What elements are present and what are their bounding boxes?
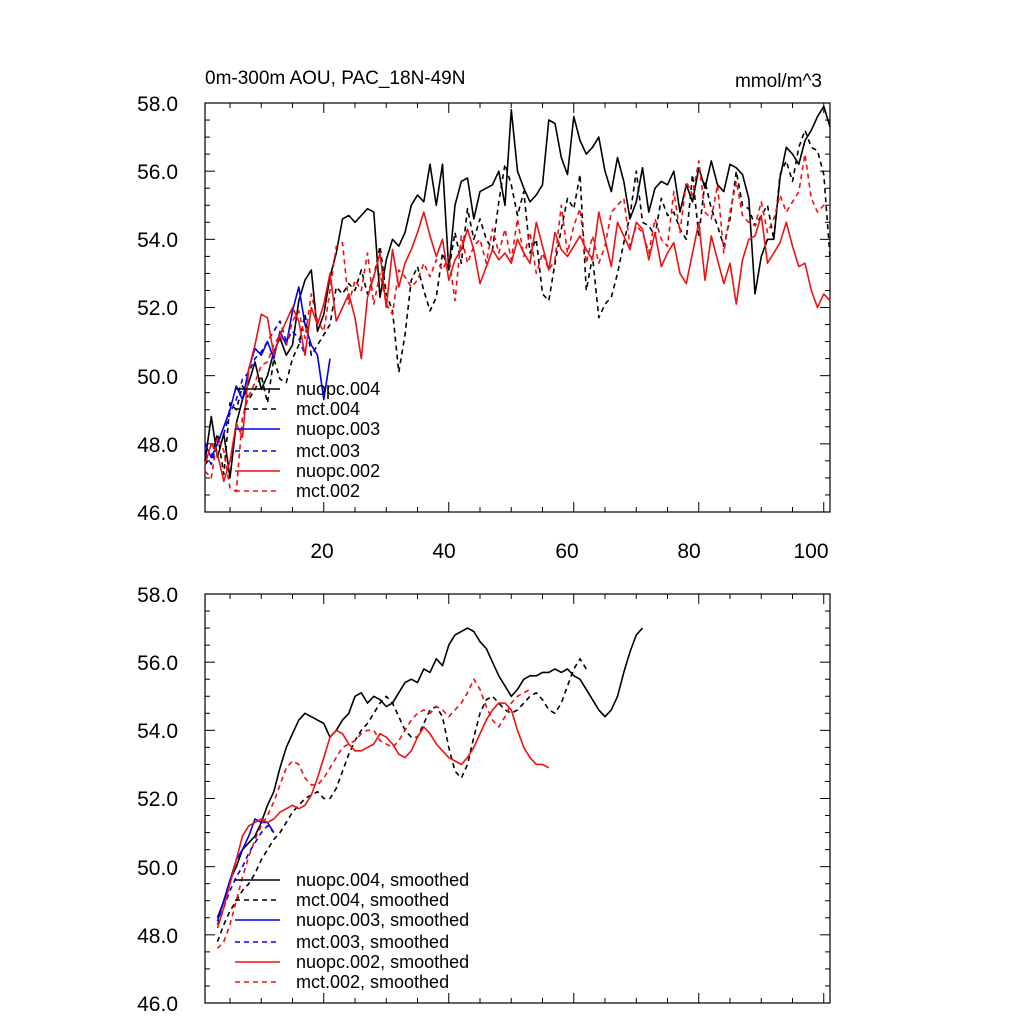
top-y-tick-label: 58.0 xyxy=(137,93,178,116)
top-chart-panel: 20 40 60 80 100 46.0 48.0 50.0 52.0 54.0… xyxy=(137,93,831,563)
bottom-axis-ticks xyxy=(205,593,830,1004)
top-series-group xyxy=(204,105,831,493)
top-x-tick-label: 20 xyxy=(310,540,333,563)
top-y-tick-labels: 46.0 48.0 50.0 52.0 54.0 56.0 58.0 xyxy=(137,93,178,525)
series-line-nuopc-003 xyxy=(204,286,331,459)
series-line-nuopc-003-smoothed xyxy=(216,818,275,922)
chart-title: 0m-300m AOU, PAC_18N-49N xyxy=(205,68,465,89)
legend-label-mct-003: mct.003 xyxy=(296,441,360,461)
top-y-tick-label: 46.0 xyxy=(137,502,178,525)
top-y-tick-label: 54.0 xyxy=(137,229,178,252)
bottom-y-tick-label: 54.0 xyxy=(137,720,178,743)
top-x-tick-label: 100 xyxy=(793,540,828,563)
top-y-tick-label: 56.0 xyxy=(137,161,178,184)
bottom-y-tick-label: 48.0 xyxy=(137,925,178,948)
legend-label-nuopc-004-smoothed: nuopc.004, smoothed xyxy=(296,870,469,890)
top-x-tick-label: 80 xyxy=(677,540,700,563)
legend-label-nuopc-002-smoothed: nuopc.002, smoothed xyxy=(296,952,469,972)
units-label: mmol/m^3 xyxy=(735,71,822,92)
bottom-y-tick-label: 50.0 xyxy=(137,857,178,880)
legend-label-mct-004-smoothed: mct.004, smoothed xyxy=(296,890,449,910)
bottom-y-tick-label: 46.0 xyxy=(137,993,178,1016)
legend-label-nuopc-003-smoothed: nuopc.003, smoothed xyxy=(296,910,469,930)
legend-label-mct-003-smoothed: mct.003, smoothed xyxy=(296,932,449,952)
bottom-chart-panel: 46.0 48.0 50.0 52.0 54.0 56.0 58.0 nuopc… xyxy=(137,584,831,1016)
bottom-y-tick-label: 52.0 xyxy=(137,788,178,811)
bottom-series-group xyxy=(216,627,644,950)
top-legend: nuopc.004 mct.004 nuopc.003 mct.003 nuop… xyxy=(235,379,380,501)
top-y-tick-label: 52.0 xyxy=(137,297,178,320)
bottom-y-tick-label: 58.0 xyxy=(137,584,178,607)
legend-label-mct-002-smoothed: mct.002, smoothed xyxy=(296,972,449,992)
series-line-mct-003-smoothed xyxy=(216,824,275,925)
top-y-tick-label: 48.0 xyxy=(137,434,178,457)
series-line-nuopc-004 xyxy=(204,105,831,479)
top-x-tick-label: 60 xyxy=(555,540,578,563)
top-x-tick-labels: 20 40 60 80 100 xyxy=(310,540,828,563)
series-line-nuopc-002 xyxy=(204,211,831,483)
series-line-mct-003 xyxy=(204,320,306,466)
bottom-y-tick-label: 56.0 xyxy=(137,652,178,675)
series-line-nuopc-002-smoothed xyxy=(216,702,550,929)
top-axis-ticks xyxy=(205,102,830,513)
legend-label-mct-002: mct.002 xyxy=(296,481,360,501)
top-y-tick-label: 50.0 xyxy=(137,366,178,389)
bottom-y-tick-labels: 46.0 48.0 50.0 52.0 54.0 56.0 58.0 xyxy=(137,584,178,1016)
legend-label-mct-004: mct.004 xyxy=(296,399,360,419)
top-x-tick-label: 40 xyxy=(432,540,455,563)
bottom-legend: nuopc.004, smoothed mct.004, smoothed nu… xyxy=(235,870,469,992)
series-line-mct-002 xyxy=(204,153,830,493)
legend-label-nuopc-003: nuopc.003 xyxy=(296,419,380,439)
legend-label-nuopc-002: nuopc.002 xyxy=(296,461,380,481)
series-line-mct-002-smoothed xyxy=(216,678,531,950)
legend-label-nuopc-004: nuopc.004 xyxy=(296,379,380,399)
